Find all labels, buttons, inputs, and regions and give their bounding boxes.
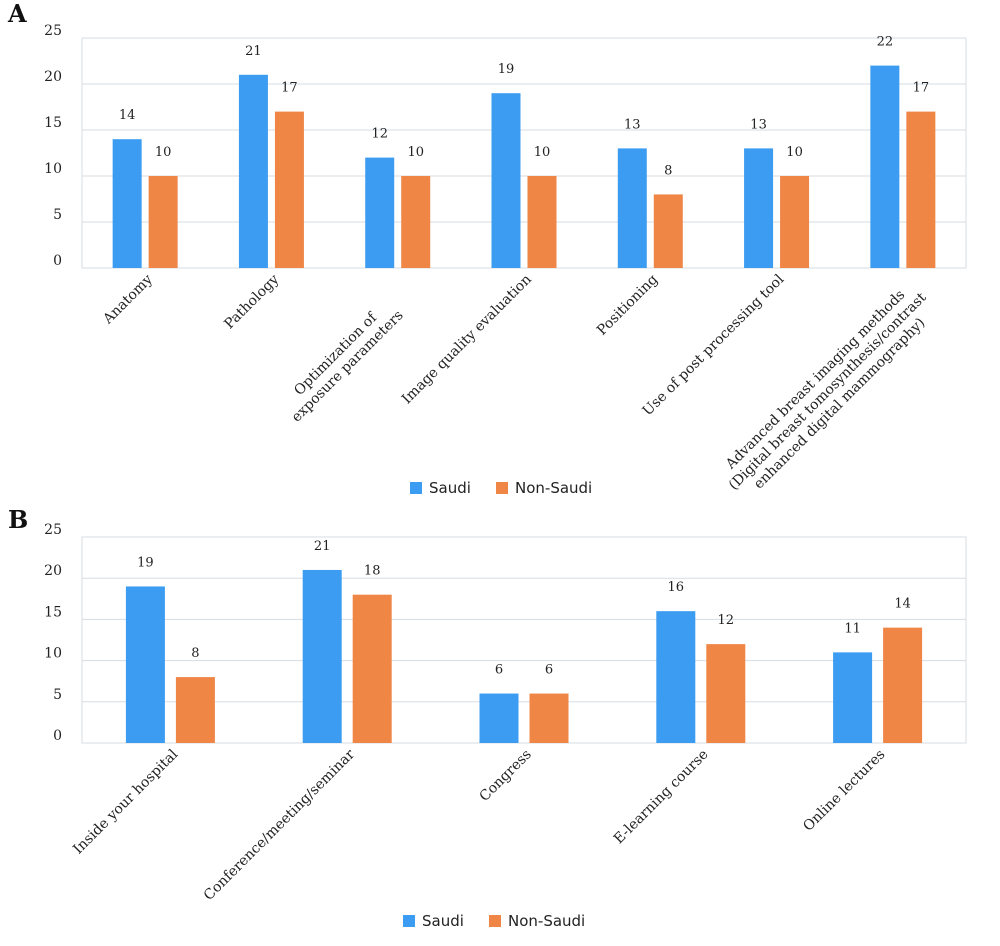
bar-saudi [833,652,873,743]
bar-non-saudi [529,693,569,743]
legend-swatch [403,915,415,927]
data-label: 22 [877,35,894,50]
data-label: 16 [668,580,685,595]
category-label: Online lectures [800,747,888,835]
panel-letter: A [7,0,27,28]
data-label: 19 [498,62,515,77]
data-label: 14 [119,108,136,123]
data-label: 13 [624,117,641,132]
data-label: 14 [894,597,911,612]
category-label: Inside your hospital [70,746,181,857]
legend-label: Saudi [429,479,471,497]
category-label-line: E-learning course [611,747,712,848]
category-label: Use of post processing tool [640,271,788,419]
bar-non-saudi [527,176,557,268]
y-tick-label: 0 [53,253,62,269]
bar-saudi [125,586,165,743]
data-label: 6 [545,663,553,678]
category-label-line: (Digital breast tomosynthesis/contrast [726,289,930,493]
category-label-line: Anatomy [100,271,156,327]
bar-saudi [479,693,519,743]
y-tick-label: 15 [44,604,62,620]
legend-swatch [410,482,422,494]
data-label: 10 [786,145,803,160]
bar-saudi [656,611,696,743]
data-label: 6 [495,663,503,678]
category-label-line: Conference/meeting/seminar [201,746,358,903]
data-label: 12 [371,127,388,142]
category-label-line: enhanced digital mammography) [751,315,928,492]
panel-b: B 0 5 10 15 20 25 19 8 Inside your hospital 21 18 Co… [8,505,967,930]
y-tick-label: 25 [44,522,62,538]
bar-non-saudi [148,176,178,268]
data-label: 17 [913,81,930,96]
data-label: 8 [664,163,672,178]
category-label: Image quality evaluation [399,272,535,408]
data-label: 18 [364,564,381,579]
data-label: 21 [314,539,331,554]
category-label-line: Inside your hospital [70,746,181,857]
bar-saudi [870,65,900,268]
panel-a: A 0 5 10 15 20 25 14 10 Anatomy 21 17 Pathology 12 10 O… [7,0,967,497]
bar-non-saudi [883,627,923,743]
y-tick-label: 5 [53,687,62,703]
bar-non-saudi [780,176,810,268]
bar-non-saudi [352,594,392,743]
category-label-line: Use of post processing tool [640,271,788,419]
legend-swatch [496,482,508,494]
category-label: Positioning [594,271,661,338]
data-label: 13 [750,117,767,132]
bar-non-saudi [653,194,683,268]
legend-label: Saudi [422,912,464,930]
bar-non-saudi [175,677,215,743]
bar-saudi [365,157,395,268]
y-tick-label: 20 [44,563,62,579]
legend-label: Non-Saudi [515,479,592,497]
y-tick-label: 10 [44,646,62,662]
data-label: 21 [245,44,262,59]
bar-saudi [238,74,268,268]
bar-non-saudi [706,644,746,743]
data-label: 10 [407,145,424,160]
category-label-line: Positioning [594,271,661,338]
plot-area [81,37,967,269]
legend-label: Non-Saudi [508,912,585,930]
category-label-line: Pathology [221,271,282,332]
category-label: E-learning course [611,747,712,848]
category-label: Congress [477,747,535,805]
panel-letter: B [8,505,28,534]
data-label: 12 [718,613,735,628]
data-label: 8 [191,646,199,661]
y-tick-label: 15 [44,115,62,131]
bar-saudi [617,148,647,268]
category-label-line: Image quality evaluation [399,272,535,408]
category-label-line: Online lectures [800,747,888,835]
y-tick-label: 25 [44,23,62,39]
category-label: Conference/meeting/seminar [201,746,358,903]
legend-swatch [489,915,501,927]
bar-non-saudi [274,111,304,268]
bar-non-saudi [906,111,936,268]
bar-saudi [491,93,521,268]
category-label: Anatomy [100,271,156,327]
data-label: 17 [281,81,298,96]
y-tick-label: 0 [53,728,62,744]
y-tick-label: 5 [53,207,62,223]
bar-saudi [302,569,342,743]
bar-saudi [744,148,774,268]
data-label: 19 [137,555,154,570]
y-tick-label: 10 [44,161,62,177]
category-label: Pathology [221,271,282,332]
data-label: 10 [155,145,172,160]
bar-saudi [112,139,142,268]
y-tick-label: 20 [44,69,62,85]
bar-non-saudi [401,176,431,268]
data-label: 10 [534,145,551,160]
category-label-line: exposure parameters [289,307,407,425]
data-label: 11 [844,621,861,636]
category-label: Optimization ofexposure parameters [277,295,407,425]
category-label-line: Congress [477,747,535,805]
